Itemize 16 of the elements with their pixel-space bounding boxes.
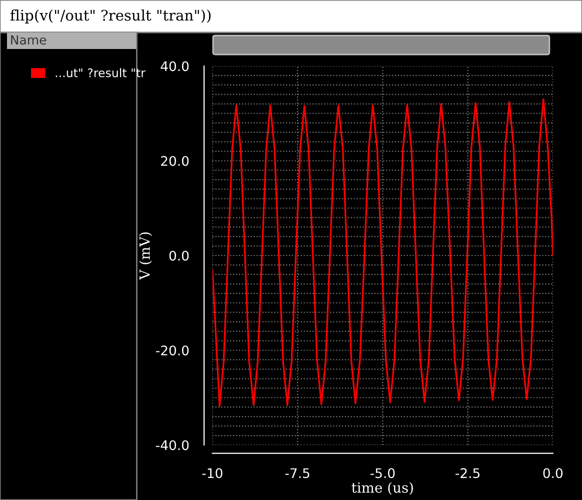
x-tick-label: 0.0 [543, 468, 563, 478]
y-axis-title: V (mV) [139, 232, 152, 280]
y-tick-label: -20.0 [156, 345, 189, 356]
x-tick-label: -2.5 [456, 468, 480, 478]
y-tick-label: 0.0 [169, 250, 189, 261]
y-tick-label: -40.0 [156, 440, 189, 450]
text: Name [11, 35, 46, 45]
y-tick-label: 40.0 [160, 61, 189, 72]
x-tick-label: -7.5 [285, 468, 310, 478]
legend-label: ...ut" ?result "tr [56, 68, 146, 78]
y-tick-label: 20.0 [161, 156, 189, 166]
x-axis-title: time (us) [352, 482, 413, 495]
x-tick-label: -5.0 [370, 468, 395, 478]
chart-title: flip(v("/out" ?result "tran")) [10, 9, 211, 24]
line-series [212, 98, 553, 407]
x-tick-label: -10 [202, 468, 222, 478]
